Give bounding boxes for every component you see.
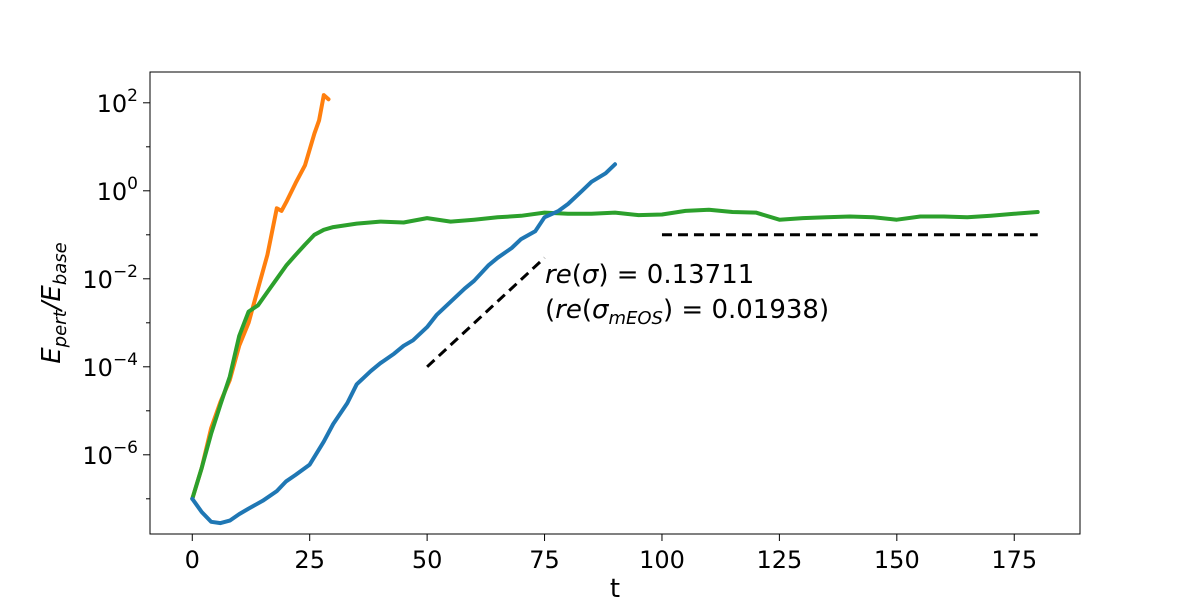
y-axis-ticks: 102 100 10−2 10−4 10−6 <box>82 86 150 500</box>
y-label-slash-e: /E <box>37 285 67 313</box>
x-tick-label: 175 <box>991 546 1037 574</box>
slope-reference-line <box>426 256 546 368</box>
x-axis-label: t <box>610 574 620 600</box>
x-tick-label: 25 <box>294 546 325 574</box>
x-tick-label: 75 <box>529 546 560 574</box>
y-tick-label: 10−4 <box>82 350 138 382</box>
annotation-growth-rate: re(σ) = 0.13711 <box>545 260 754 290</box>
y-axis-label: Epert/Ebase <box>37 242 71 364</box>
x-tick-label: 125 <box>756 546 802 574</box>
series-green-line <box>190 207 1040 501</box>
series-orange-line <box>190 93 331 501</box>
reference-lines <box>426 233 1038 368</box>
x-tick-label: 50 <box>412 546 443 574</box>
y-tick-label: 10−2 <box>82 262 138 294</box>
plot-curves <box>190 93 1040 526</box>
x-axis-ticks: 0 25 50 75 100 125 150 175 <box>185 534 1037 574</box>
y-label-sub-pert: pert <box>50 309 71 348</box>
x-tick-label: 0 <box>185 546 200 574</box>
y-tick-label: 102 <box>97 86 138 118</box>
plot-frame <box>149 71 1081 535</box>
y-tick-label: 100 <box>97 174 138 206</box>
series-blue-line <box>190 162 617 526</box>
x-tick-label: 150 <box>874 546 920 574</box>
y-label-e: E <box>37 347 67 364</box>
y-tick-label: 10−6 <box>82 438 138 470</box>
annotation-meos-growth-rate: (re(σmEOS) = 0.01938) <box>545 295 829 329</box>
y-label-sub-base: base <box>50 242 71 285</box>
x-tick-label: 100 <box>639 546 685 574</box>
